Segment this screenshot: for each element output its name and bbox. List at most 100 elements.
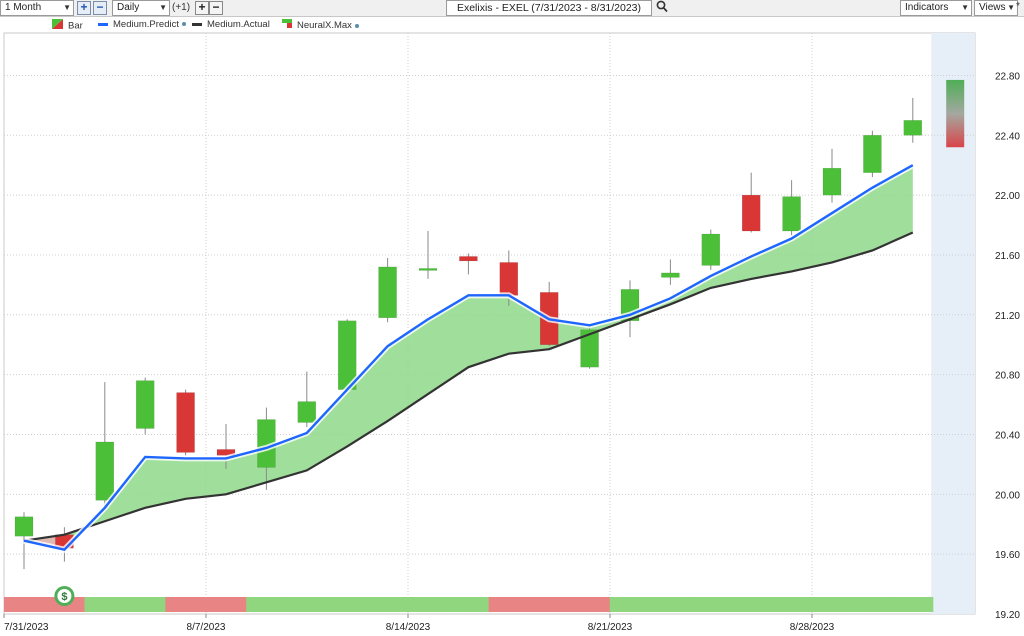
- signal-marker-label: $: [61, 591, 67, 603]
- indicators-select[interactable]: Indicators ▼: [900, 0, 972, 16]
- legend-item-medium-actual[interactable]: Medium.Actual: [192, 19, 270, 31]
- signal-segment: [246, 597, 287, 612]
- neuralx-legend-icon: [282, 19, 292, 32]
- candle: [539, 281, 559, 347]
- candle-body: [378, 266, 397, 319]
- signal-segment: [4, 597, 45, 612]
- candle: [135, 377, 155, 435]
- candle: [620, 280, 640, 338]
- medium-actual-line: [23, 231, 914, 542]
- info-icon[interactable]: [182, 22, 186, 27]
- signal-segment: [165, 597, 207, 612]
- neuralx-max-forecast-bar: [946, 79, 965, 148]
- signal-segment: [852, 597, 893, 612]
- candle-body: [741, 194, 761, 232]
- info-icon[interactable]: [354, 23, 359, 28]
- chevron-down-icon: ▼: [1007, 3, 1015, 12]
- candle: [701, 229, 721, 270]
- medium-predict-glow: [23, 162, 915, 553]
- candle-body: [539, 292, 559, 345]
- candle: [741, 172, 761, 233]
- search-icon[interactable]: [656, 0, 668, 16]
- candle: [661, 259, 680, 285]
- signal-segment: [771, 597, 813, 612]
- x-tick-label: 8/7/2023: [187, 622, 226, 633]
- candle: [903, 97, 923, 143]
- signal-marker-ring: [54, 586, 75, 606]
- candle-body: [580, 329, 599, 368]
- candle: [499, 250, 519, 306]
- signal-segment: [367, 597, 409, 612]
- y-tick-label: 21.60: [995, 251, 1020, 262]
- views-select[interactable]: Views ▼: [974, 0, 1018, 16]
- signal-segment: [327, 597, 368, 612]
- y-tick-label: 19.60: [995, 550, 1020, 561]
- candle-body: [903, 120, 923, 136]
- indicators-select-label: Indicators: [905, 2, 949, 13]
- candle: [459, 253, 478, 275]
- line-legend-swatch: [98, 22, 108, 26]
- candle-body: [661, 272, 680, 278]
- x-tick-label: 8/14/2023: [386, 622, 431, 633]
- bar-legend-icon: [52, 19, 63, 33]
- y-tick-label: 22.00: [995, 191, 1020, 202]
- legend-label: Medium.Actual: [207, 19, 270, 30]
- minus-icon: −: [212, 0, 220, 14]
- legend-item-neuralx-max[interactable]: NeuralX.Max: [282, 19, 359, 32]
- signal-segment: [286, 597, 328, 612]
- legend-item-medium-predict[interactable]: Medium.Predict: [98, 19, 186, 31]
- period-select[interactable]: 1 Month ▼: [0, 0, 74, 16]
- candle-body: [257, 419, 276, 468]
- signal-segment: [205, 597, 247, 612]
- zoom-out-button[interactable]: −: [93, 1, 107, 15]
- x-tick-label: 8/21/2023: [588, 622, 633, 633]
- zoom-in-button[interactable]: +: [77, 1, 91, 15]
- y-tick-label: 20.40: [995, 430, 1020, 441]
- candle: [782, 180, 801, 236]
- candle-body: [297, 401, 317, 423]
- signal-segment: [125, 597, 166, 612]
- legend-label: Bar: [68, 20, 83, 32]
- signal-segment: [690, 597, 732, 612]
- legend-item-bar[interactable]: Bar: [52, 19, 83, 33]
- predict-below-actual-fill: [24, 534, 65, 550]
- candle: [418, 231, 438, 279]
- y-tick-label: 22.80: [995, 71, 1020, 82]
- x-tick-label: 8/28/2023: [790, 622, 835, 633]
- views-select-label: Views: [979, 2, 1006, 13]
- candle-body: [782, 196, 801, 232]
- candle-body: [216, 449, 236, 456]
- minus-icon: −: [96, 0, 104, 14]
- candle-body: [95, 441, 115, 501]
- candle: [822, 148, 842, 203]
- y-tick-label: 19.20: [995, 610, 1020, 621]
- predict-actual-fill: [24, 165, 913, 550]
- plot-area: [3, 32, 976, 615]
- candle: [863, 130, 882, 178]
- plus-icon: +: [80, 0, 88, 14]
- offset-increase-button[interactable]: +: [195, 1, 209, 15]
- signal-segment: [488, 597, 530, 612]
- signal-segment: [731, 597, 772, 612]
- candle: [257, 407, 276, 490]
- forecast-region: [931, 33, 975, 614]
- candle: [580, 323, 599, 369]
- signal-segment: [529, 597, 570, 612]
- candle-body: [14, 516, 34, 537]
- candle: [14, 512, 34, 570]
- candle-body: [822, 167, 842, 196]
- candle-body: [176, 392, 195, 453]
- candle: [55, 527, 74, 562]
- y-tick-label: 21.20: [995, 311, 1020, 322]
- line-legend-swatch: [192, 22, 202, 26]
- candle: [297, 371, 317, 427]
- offset-decrease-button[interactable]: −: [209, 1, 223, 15]
- signal-segment: [407, 597, 449, 612]
- signal-segment: [448, 597, 489, 612]
- candle: [176, 389, 195, 456]
- interval-select[interactable]: Daily ▼: [112, 0, 170, 16]
- candle: [378, 257, 397, 323]
- period-select-label: 1 Month: [5, 2, 42, 13]
- candle-body: [701, 233, 721, 266]
